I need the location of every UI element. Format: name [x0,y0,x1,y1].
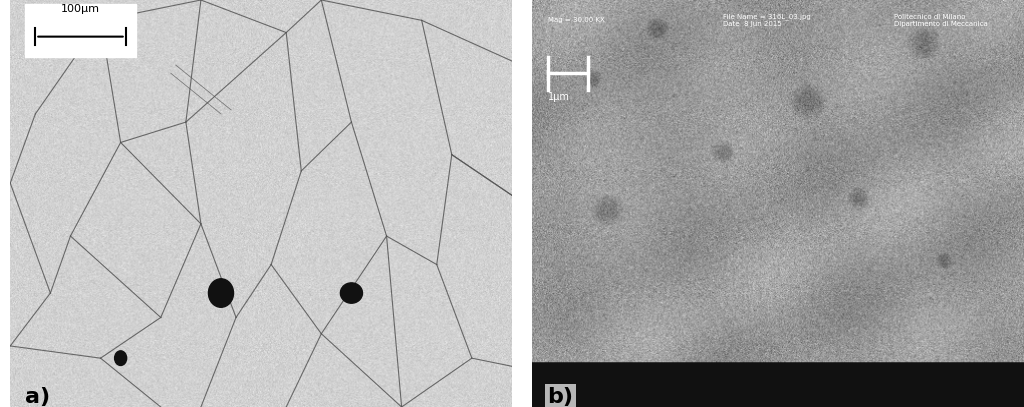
Text: Politecnico di Milano
Dipartimento di Meccanica: Politecnico di Milano Dipartimento di Me… [894,14,987,27]
Text: Mag = 30.00 KX: Mag = 30.00 KX [548,18,604,23]
Text: File Name = 316L_03.jpg
Date  8 Jun 2015: File Name = 316L_03.jpg Date 8 Jun 2015 [723,13,811,27]
Ellipse shape [340,283,362,303]
Text: a): a) [26,387,50,407]
Ellipse shape [115,351,127,365]
Ellipse shape [209,279,233,307]
Text: b): b) [548,387,573,407]
Bar [26,4,135,57]
Text: 100μm: 100μm [61,4,100,14]
Text: 1μm: 1μm [548,92,569,102]
